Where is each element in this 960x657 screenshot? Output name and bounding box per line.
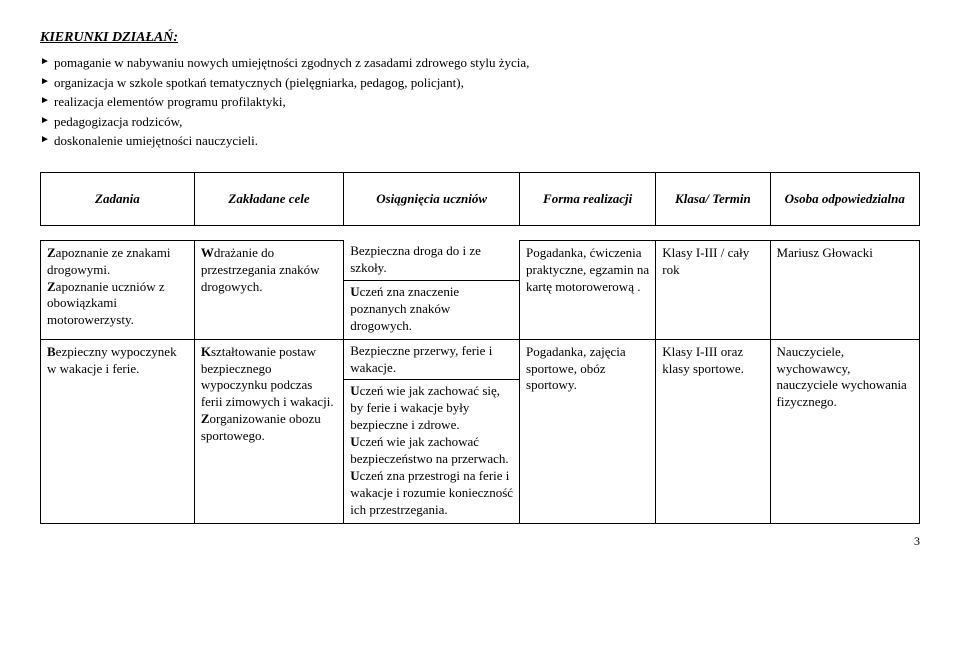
bold-initial: K <box>201 344 211 359</box>
col-header-person: Osoba odpowiedzialna <box>770 172 919 225</box>
cell-achievements: Bezpieczna droga do i ze szkoły. Uczeń z… <box>344 240 520 339</box>
col-header-goals: Zakładane cele <box>194 172 343 225</box>
cell-class: Klasy I-III / cały rok <box>656 240 770 339</box>
cell-person: Nauczyciele, wychowawcy, nauczyciele wyc… <box>770 339 919 523</box>
bold-initial: U <box>350 434 359 449</box>
page-number: 3 <box>40 534 920 549</box>
section-row: Bezpieczny wypoczynek w wakacje i ferie.… <box>41 339 920 523</box>
cell-tasks: Zapoznanie ze znakami drogowymi. Zapozna… <box>41 240 195 339</box>
section-title: Bezpieczna droga do i ze szkoły. <box>344 240 519 281</box>
col-header-achievements: Osiągnięcia uczniów <box>344 172 520 225</box>
section-title: Bezpieczne przerwy, ferie i wakacje. <box>344 340 519 381</box>
direction-item: realizacja elementów programu profilakty… <box>40 93 920 111</box>
cell-tasks: Bezpieczny wypoczynek w wakacje i ferie. <box>41 339 195 523</box>
cell-form: Pogadanka, ćwiczenia praktyczne, egzamin… <box>520 240 656 339</box>
bold-initial: U <box>350 468 359 483</box>
direction-item: pedagogizacja rodziców, <box>40 113 920 131</box>
cell-text: czeń zna znaczenie poznanych znaków drog… <box>350 284 459 333</box>
cell-text: apoznanie uczniów z obowiązkami motorowe… <box>47 279 165 328</box>
cell-text: ształtowanie postaw bezpiecznego wypoczy… <box>201 344 334 410</box>
content-table: Zapoznanie ze znakami drogowymi. Zapozna… <box>40 240 920 524</box>
cell-text: drażanie do przestrzegania znaków drogow… <box>201 245 320 294</box>
cell-text: Nauczyciele, wychowawcy, nauczyciele wyc… <box>777 344 907 410</box>
cell-text: czeń wie jak zachować bezpieczeństwo na … <box>350 434 508 466</box>
bold-initial: Z <box>47 279 56 294</box>
cell-achievements: Bezpieczne przerwy, ferie i wakacje. Ucz… <box>344 339 520 523</box>
cell-text: Pogadanka, ćwiczenia praktyczne, egzamin… <box>526 245 649 294</box>
cell-goals: Kształtowanie postaw bezpiecznego wypocz… <box>194 339 343 523</box>
cell-text: Pogadanka, zajęcia sportowe, obóz sporto… <box>526 344 626 393</box>
cell-text: apoznanie ze znakami drogowymi. <box>47 245 170 277</box>
cell-text: ezpieczny wypoczynek w wakacje i ferie. <box>47 344 177 376</box>
bold-initial: U <box>350 383 359 398</box>
cell-text: Klasy I-III / cały rok <box>662 245 749 277</box>
cell-goals: Wdrażanie do przestrzegania znaków drogo… <box>194 240 343 339</box>
cell-text: Klasy I-III oraz klasy sportowe. <box>662 344 744 376</box>
col-header-form: Forma realizacji <box>520 172 656 225</box>
cell-person: Mariusz Głowacki <box>770 240 919 339</box>
page-heading: KIERUNKI DZIAŁAŃ: <box>40 30 920 46</box>
bold-initial: Z <box>47 245 56 260</box>
bold-initial: B <box>47 344 56 359</box>
header-table: Zadania Zakładane cele Osiągnięcia uczni… <box>40 172 920 226</box>
cell-text: czeń wie jak zachować się, by ferie i wa… <box>350 383 500 432</box>
table-header-row: Zadania Zakładane cele Osiągnięcia uczni… <box>41 172 920 225</box>
direction-item: doskonalenie umiejętności nauczycieli. <box>40 132 920 150</box>
cell-text: Mariusz Głowacki <box>777 245 873 260</box>
col-header-class: Klasa/ Termin <box>656 172 770 225</box>
direction-item: organizacja w szkole spotkań tematycznyc… <box>40 74 920 92</box>
bold-initial: U <box>350 284 359 299</box>
section-row: Zapoznanie ze znakami drogowymi. Zapozna… <box>41 240 920 339</box>
col-header-tasks: Zadania <box>41 172 195 225</box>
cell-class: Klasy I-III oraz klasy sportowe. <box>656 339 770 523</box>
cell-form: Pogadanka, zajęcia sportowe, obóz sporto… <box>520 339 656 523</box>
bold-initial: W <box>201 245 214 260</box>
cell-text: organizowanie obozu sportowego. <box>201 411 321 443</box>
directions-list: pomaganie w nabywaniu nowych umiejętnośc… <box>40 54 920 150</box>
direction-item: pomaganie w nabywaniu nowych umiejętnośc… <box>40 54 920 72</box>
cell-text: czeń zna przestrogi na ferie i wakacje i… <box>350 468 513 517</box>
